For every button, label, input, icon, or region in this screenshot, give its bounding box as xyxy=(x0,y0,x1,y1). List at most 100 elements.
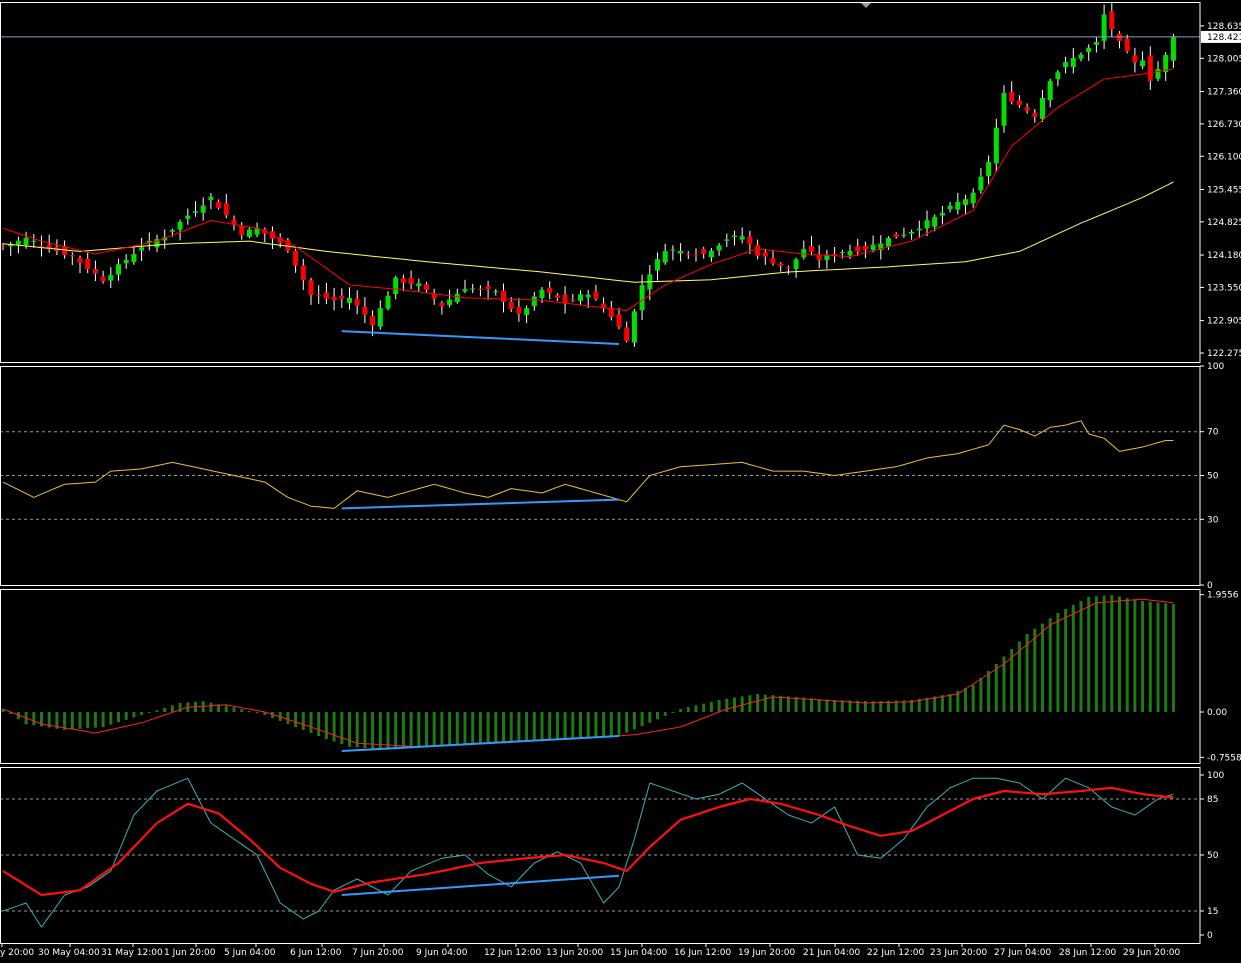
macd-bar xyxy=(987,671,991,712)
candle-body xyxy=(801,249,807,258)
rsi-frame xyxy=(0,366,1201,586)
candle-body xyxy=(739,236,745,240)
macd-bar xyxy=(70,712,74,730)
panel-frames xyxy=(0,2,1201,944)
macd-bar xyxy=(825,699,829,712)
macd-bar xyxy=(101,712,105,727)
candle-body xyxy=(447,299,453,305)
candle-body xyxy=(231,219,237,225)
candle-body xyxy=(239,225,245,236)
macd-bar xyxy=(1064,608,1068,712)
candle-body xyxy=(893,233,899,237)
time-axis: y 20:00 30 May 04:00 31 May 12:00 1 Jun 20:… xyxy=(0,943,1180,958)
macd-tick-label: 0.00 xyxy=(1207,708,1227,718)
macd-bar xyxy=(471,712,475,745)
macd-bar xyxy=(1110,595,1114,712)
rsi-tick-label: 0 xyxy=(1207,581,1213,591)
macd-bar xyxy=(463,712,467,745)
macd-bar xyxy=(1094,596,1098,712)
candle-body xyxy=(285,240,291,251)
macd-bar xyxy=(1010,649,1014,712)
candle-body xyxy=(0,245,6,247)
macd-bar xyxy=(163,707,167,712)
candle-body xyxy=(377,308,383,327)
macd-bar xyxy=(255,712,259,714)
candle-body xyxy=(570,299,576,301)
candles xyxy=(0,3,1176,347)
candle-body xyxy=(993,127,999,164)
candle-body xyxy=(1163,54,1169,73)
rsi-panel: 100 70 50 30 0 xyxy=(0,362,1224,591)
price-tick-label: 122.275 xyxy=(1207,349,1241,359)
candle-body xyxy=(1063,62,1069,68)
candle-body xyxy=(601,303,607,309)
macd-bar xyxy=(779,695,783,712)
stoch-signal-line xyxy=(2,786,1174,897)
macd-bar xyxy=(933,696,937,712)
candle-body xyxy=(916,228,922,231)
candle-body xyxy=(785,267,791,269)
macd-bar xyxy=(309,712,313,733)
macd-bar xyxy=(1033,628,1037,712)
candle-body xyxy=(485,285,491,290)
candle-body xyxy=(193,211,198,213)
candle-body xyxy=(223,203,229,216)
candle-body xyxy=(493,291,499,293)
macd-bar xyxy=(848,700,852,712)
macd-bar xyxy=(301,712,305,730)
macd-bar xyxy=(763,694,767,712)
macd-bar xyxy=(979,678,983,712)
time-tick-label: 12 Jun 12:00 xyxy=(484,948,541,958)
macd-bar xyxy=(317,712,321,736)
macd-bar xyxy=(709,701,713,712)
candle-body xyxy=(408,277,414,285)
time-tick-label: 28 Jun 12:00 xyxy=(1059,948,1116,958)
macd-bar xyxy=(640,712,644,727)
macd-bar xyxy=(155,710,159,712)
macd-bar xyxy=(132,712,136,718)
candle-body xyxy=(724,239,730,241)
candle-body xyxy=(1093,42,1099,45)
macd-bar xyxy=(679,709,683,712)
candle-body xyxy=(708,250,714,258)
rsi-line xyxy=(2,420,1174,509)
macd-bar xyxy=(548,712,552,740)
candle-body xyxy=(131,254,137,263)
macd-bar xyxy=(717,700,721,712)
macd-bar xyxy=(1141,601,1145,712)
price-tick-label: 128.635 xyxy=(1207,22,1241,32)
macd-bar xyxy=(1102,595,1106,712)
candle-body xyxy=(454,293,460,302)
candle-body xyxy=(616,314,622,327)
candle-body xyxy=(585,294,591,298)
macd-bar xyxy=(509,712,513,743)
macd-bar xyxy=(340,712,344,745)
price-divergence-line xyxy=(341,330,620,345)
macd-bar xyxy=(540,712,544,741)
candle-body xyxy=(293,250,299,266)
candle-body xyxy=(262,229,268,234)
stochastic-panel: 100 85 50 15 0 xyxy=(0,771,1224,941)
macd-bar xyxy=(47,712,51,728)
macd-bar xyxy=(332,712,336,742)
ma-fast-line xyxy=(2,68,1174,312)
macd-bar xyxy=(817,698,821,712)
time-tick-label: 16 Jun 12:00 xyxy=(674,948,731,958)
candle-body xyxy=(62,246,68,256)
time-tick-label: 30 May 04:00 xyxy=(38,948,100,958)
macd-bar xyxy=(440,712,444,747)
macd-bar xyxy=(902,700,906,712)
candle-body xyxy=(1009,91,1015,102)
macd-bar xyxy=(86,712,90,729)
macd-bar xyxy=(586,712,590,738)
candle-body xyxy=(77,257,83,264)
candle-body xyxy=(824,254,830,260)
macd-bar xyxy=(871,701,875,712)
candle-body xyxy=(939,212,945,216)
chart-shift-marker-icon[interactable] xyxy=(861,3,871,8)
candle-body xyxy=(162,237,168,241)
candle-body xyxy=(1155,68,1161,79)
price-tick-label: 124.180 xyxy=(1207,251,1241,261)
price-tick-label: 125.455 xyxy=(1207,185,1241,195)
